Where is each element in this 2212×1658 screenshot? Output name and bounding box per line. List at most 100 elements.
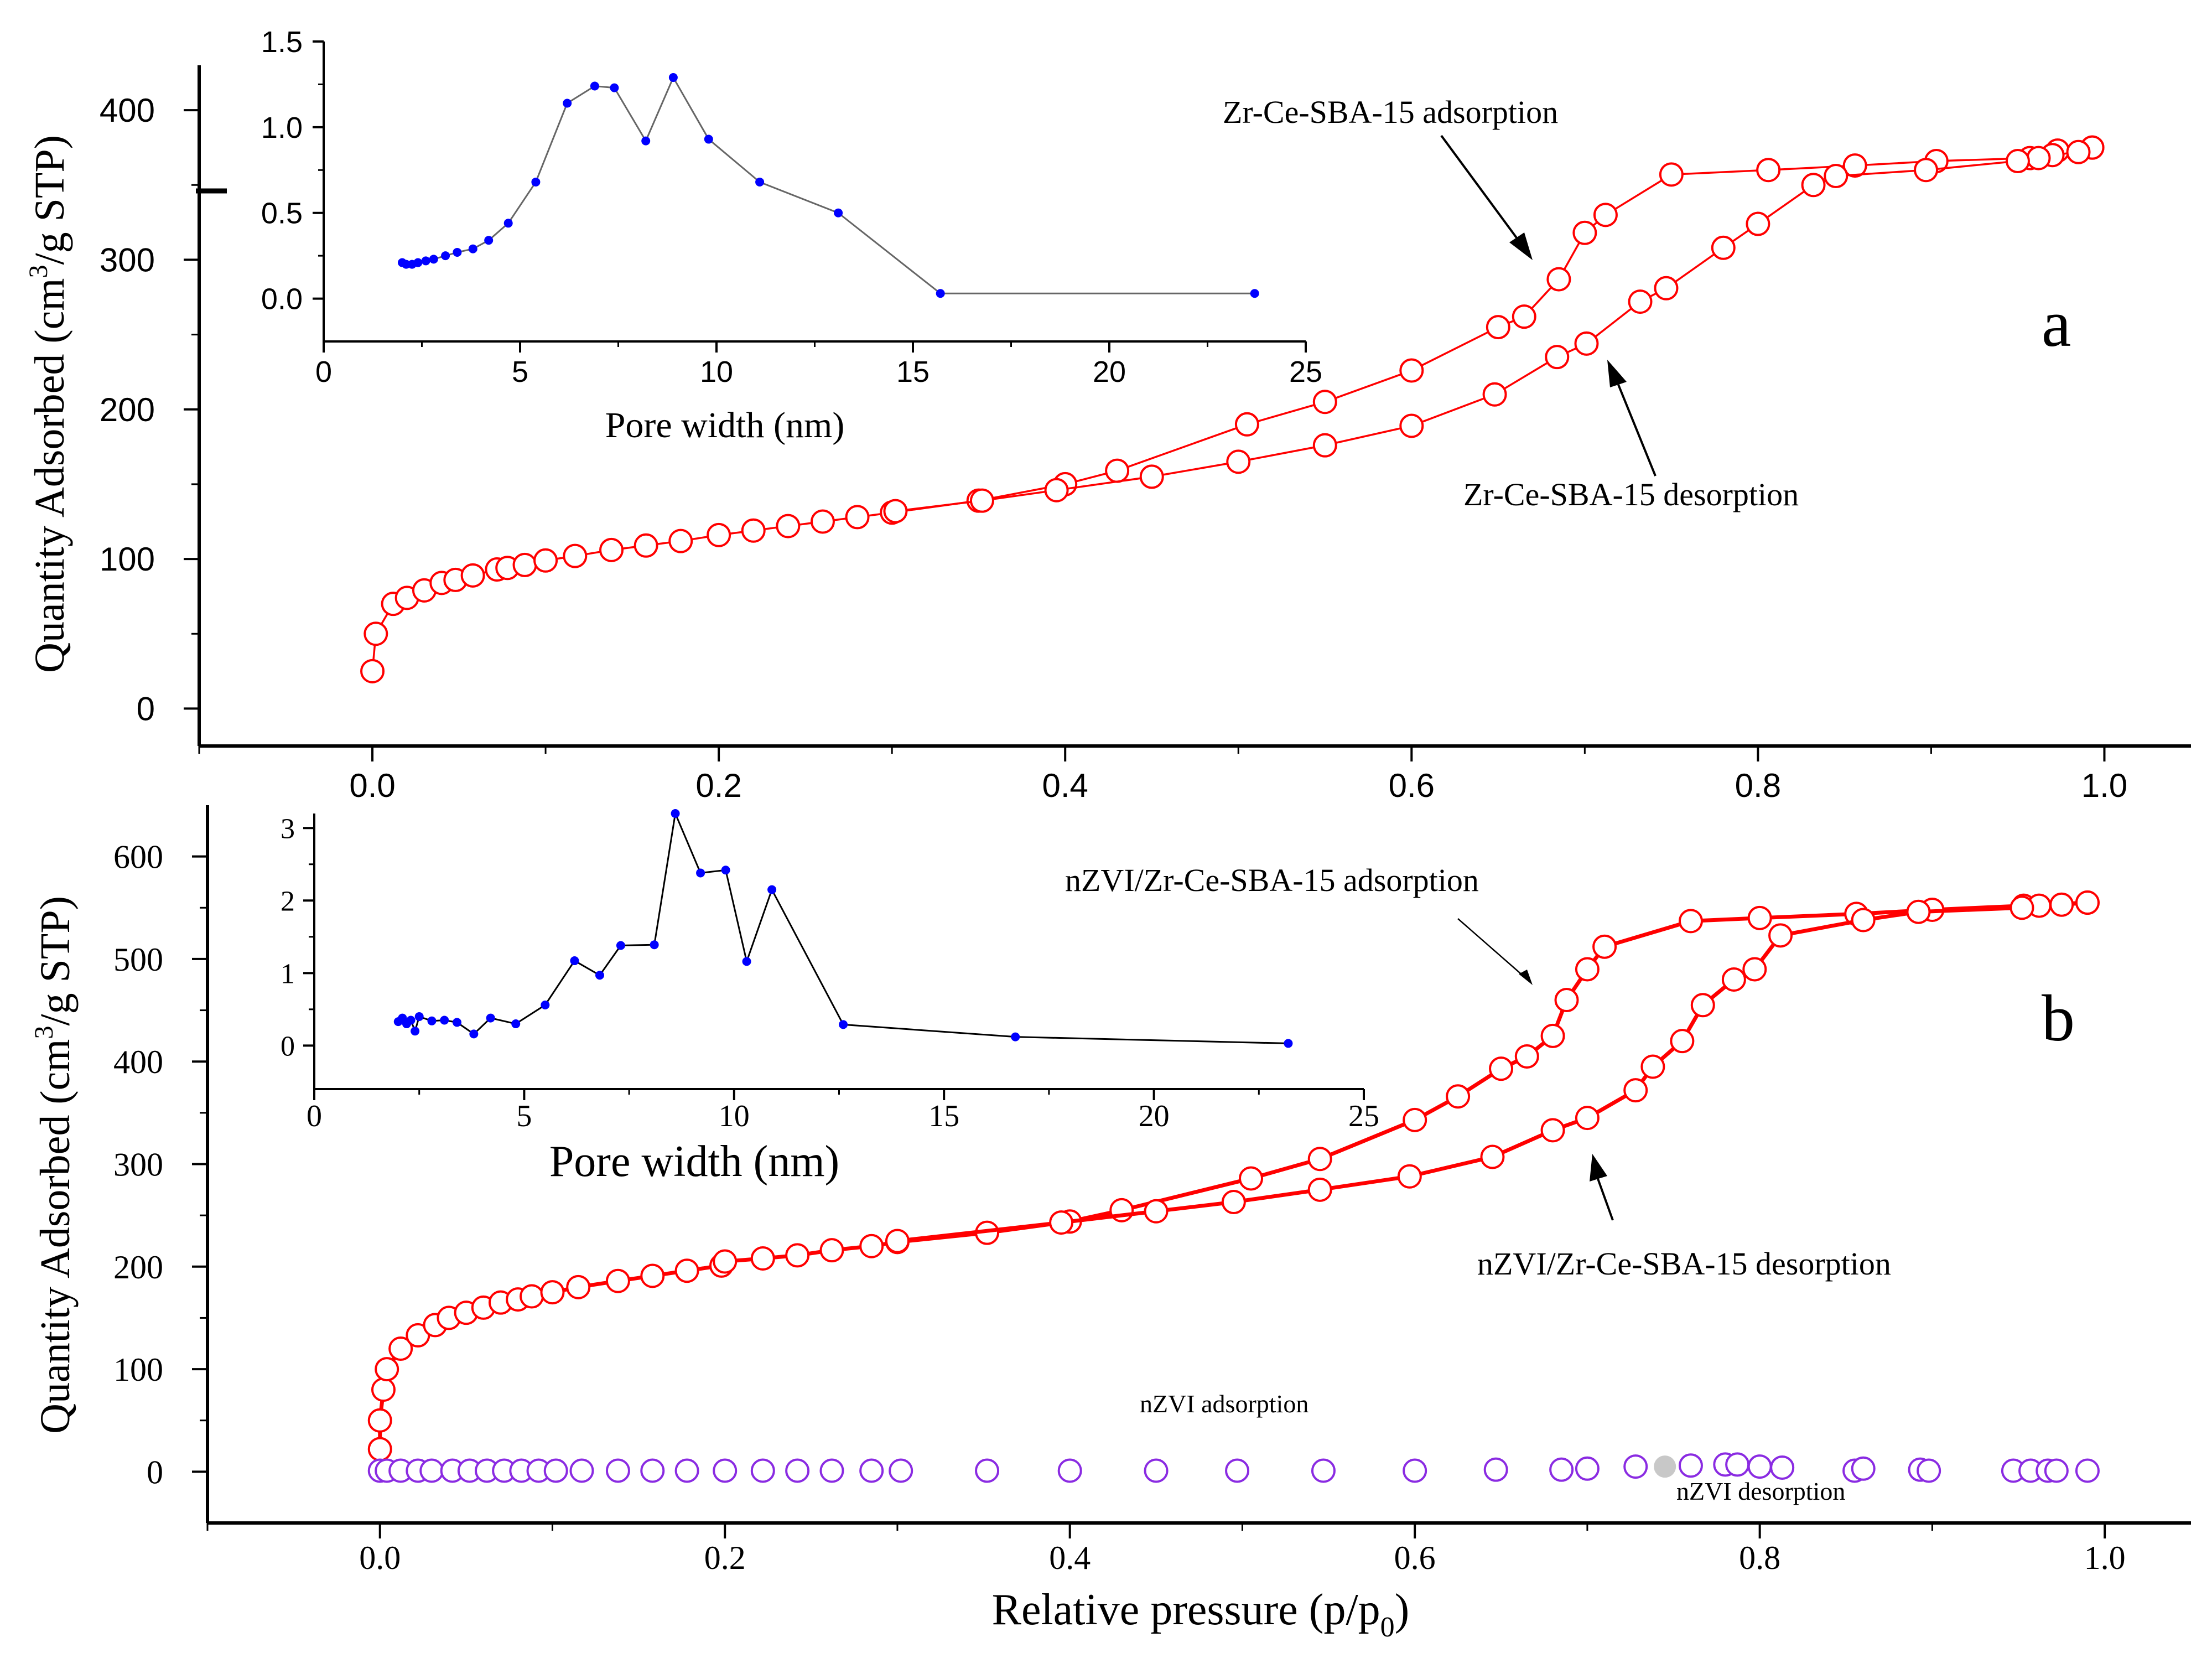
panel-a-ticks	[184, 109, 2106, 761]
inset-a-x-tick-labels: 0 5 10 15 20 25	[315, 355, 1322, 388]
data-point	[1914, 158, 1939, 183]
annotation-b-desorption: nZVI/Zr-Ce-SBA-15 desorption	[1477, 1246, 1891, 1282]
data-point	[1554, 988, 1579, 1013]
panel-b-ylabel-main: Quantity Adsorbed (cm	[32, 1039, 79, 1433]
arrow-b-adsorption	[1457, 918, 1525, 977]
data-point	[1593, 203, 1618, 227]
data-point	[1742, 957, 1767, 982]
data-point	[834, 208, 843, 217]
x-tick-label: 0.4	[1049, 1540, 1091, 1576]
data-point	[1549, 1457, 1574, 1482]
data-point	[1670, 1029, 1695, 1054]
data-point	[531, 177, 541, 186]
data-point	[1011, 1032, 1020, 1042]
data-point	[429, 255, 438, 264]
panel-b-xlabel-sub: 0	[1380, 1612, 1395, 1643]
data-point	[441, 251, 450, 261]
data-point	[520, 1284, 544, 1309]
panel-a-ylabel-sup: 3	[24, 265, 53, 278]
data-point	[1221, 1190, 1246, 1215]
y-tick-label: 400	[100, 92, 155, 129]
x-tick-label: 0.4	[1042, 767, 1088, 804]
arrowhead-b-adsorption	[1519, 970, 1533, 985]
data-point	[1756, 158, 1781, 183]
data-point	[2066, 139, 2091, 164]
inset-b-y-tick-labels: 0 1 2 3	[281, 813, 295, 1062]
data-point	[1575, 957, 1600, 982]
data-point	[1725, 1452, 1750, 1477]
data-point	[1480, 1144, 1505, 1169]
panel-a-ylabel-main: Quantity Adsorbed (cm	[27, 278, 73, 672]
data-point	[845, 505, 870, 530]
data-point	[704, 134, 713, 144]
data-point	[421, 256, 430, 266]
panel-b-ylabel-end: /g STP)	[32, 896, 79, 1025]
data-point	[742, 957, 751, 966]
inset-a-x-axis-title: Pore width (nm)	[605, 405, 845, 445]
data-point	[785, 1458, 810, 1483]
y-tick-label: 300	[100, 241, 155, 278]
annotation-a-adsorption: Zr-Ce-SBA-15 adsorption	[1223, 94, 1558, 130]
data-point	[674, 1258, 699, 1283]
data-point	[375, 1357, 399, 1382]
x-tick-label: 0.0	[349, 767, 395, 804]
data-point	[569, 1458, 594, 1483]
data-point	[640, 1263, 665, 1288]
data-point	[1917, 1458, 1941, 1483]
data-point	[819, 1238, 844, 1263]
x-tick-label: 15	[896, 355, 930, 388]
data-point	[1307, 1177, 1332, 1202]
x-tick-label: 25	[1348, 1099, 1379, 1133]
data-point	[839, 1020, 848, 1029]
data-point	[414, 1012, 424, 1021]
data-point	[1659, 162, 1684, 187]
x-tick-label: 20	[1139, 1099, 1170, 1133]
annotation-nzvi-adsorption: nZVI adsorption	[1140, 1390, 1308, 1418]
data-point	[2005, 149, 2030, 174]
data-point	[1842, 153, 1867, 178]
data-point	[419, 1458, 444, 1483]
data-point	[1049, 1210, 1074, 1235]
x-tick-label: 0.0	[359, 1540, 401, 1576]
data-point	[406, 1015, 416, 1025]
data-point	[1801, 173, 1826, 198]
data-point	[2010, 895, 2034, 920]
x-tick-label: 0.2	[704, 1540, 746, 1576]
data-point	[883, 499, 908, 524]
data-point	[721, 866, 730, 875]
inset-b-x-axis-title: Pore width (nm)	[549, 1137, 839, 1186]
data-point	[810, 509, 835, 534]
y-tick-label: 400	[113, 1044, 163, 1080]
data-point	[605, 1458, 630, 1483]
data-point	[512, 552, 537, 577]
data-point	[616, 941, 625, 950]
panel-b-inset-chart: 0 1 2 3 0 5 10 15 20 25 Pore width (nm)	[281, 809, 1379, 1186]
data-point	[360, 659, 385, 683]
data-point	[859, 1458, 884, 1483]
x-tick-label: 10	[719, 1099, 750, 1133]
y-tick-label: 0	[137, 690, 155, 727]
data-point	[1399, 413, 1424, 438]
panel-a-inset-chart: 0.0 0.5 1.0 1.5 0 5 10 15 20 25 Pore width (nm)	[261, 25, 1322, 445]
x-tick-label: 0.8	[1735, 767, 1781, 804]
panel-a-series	[360, 135, 2105, 683]
data-point	[1678, 909, 1703, 934]
panel-a-label: a	[2042, 287, 2071, 360]
x-tick-label: 1.0	[2084, 1540, 2126, 1576]
data-point	[1512, 304, 1536, 329]
data-point	[1225, 1458, 1250, 1483]
x-tick-label: 5	[516, 1099, 532, 1133]
panel-b-ticks	[192, 855, 2106, 1538]
panel-b-series	[367, 890, 2100, 1483]
x-tick-label: 0.6	[1389, 767, 1435, 804]
data-point	[566, 1274, 591, 1299]
data-point	[767, 885, 777, 894]
data-point	[755, 177, 765, 186]
data-point	[634, 533, 658, 558]
data-point	[713, 1458, 738, 1483]
data-point	[776, 514, 801, 538]
data-point	[1144, 1458, 1169, 1483]
y-tick-label: 1.0	[261, 111, 303, 144]
panel-a-y-axis-title: Quantity Adsorbed (cm3/g STP)	[24, 135, 73, 673]
